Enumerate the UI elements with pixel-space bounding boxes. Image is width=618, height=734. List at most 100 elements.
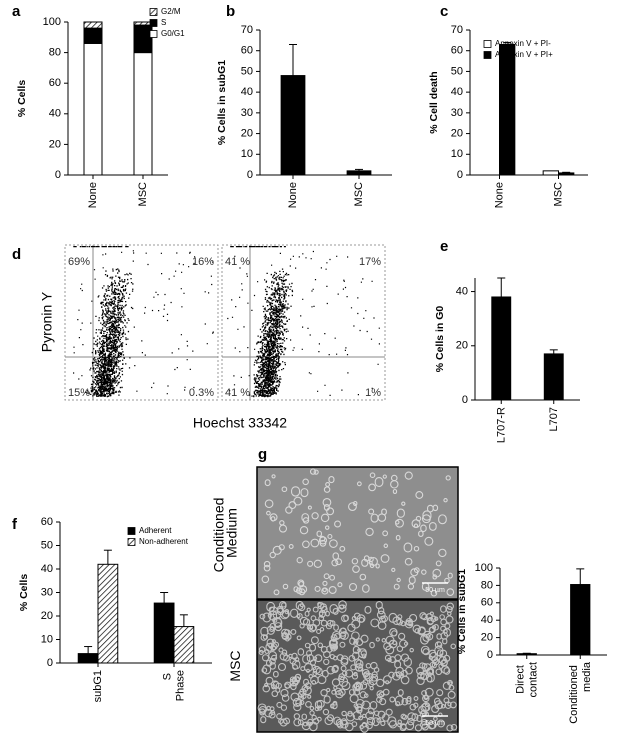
- bar: [173, 626, 195, 664]
- panel-label: f: [12, 516, 18, 533]
- y-tick-label: 40: [481, 614, 493, 626]
- x-tick-label: MSC: [353, 182, 365, 207]
- y-tick-label: 40: [49, 108, 61, 120]
- bar: [558, 172, 575, 176]
- y-tick-label: 50: [41, 539, 53, 551]
- y-axis-label: % Cells: [18, 574, 30, 612]
- bar: [83, 42, 103, 176]
- y-tick-label: 100: [475, 562, 493, 574]
- y-axis-label: % Cell death: [428, 71, 440, 133]
- legend-label: Annexin V + PI+: [495, 50, 553, 59]
- y-tick-label: 0: [457, 169, 463, 181]
- y-tick-label: 20: [456, 340, 468, 352]
- bar: [280, 75, 306, 176]
- scale-label: 50 µm: [425, 720, 445, 727]
- legend-swatch: [149, 30, 158, 38]
- y-tick-label: 50: [451, 65, 463, 77]
- y-tick-label: 100: [43, 16, 61, 28]
- bar: [97, 563, 119, 664]
- x-tick-label: S Phase: [161, 670, 186, 701]
- quadrant-label: 69%: [68, 256, 90, 268]
- x-tick-label: L707-R: [495, 407, 507, 443]
- bar: [542, 170, 559, 176]
- event-dots: [227, 246, 380, 398]
- y-tick-label: 10: [41, 633, 53, 645]
- quadrant-label: 1%: [365, 387, 381, 399]
- legend-label: S: [161, 18, 166, 27]
- quadrant-label: 41 %: [225, 387, 250, 399]
- legend-swatch: [483, 51, 492, 59]
- y-tick-label: 40: [451, 86, 463, 98]
- y-tick-label: 70: [451, 24, 463, 36]
- quadrant-label: 17%: [359, 256, 381, 268]
- y-tick-label: 0: [247, 169, 253, 181]
- quadrant-label: 0.3%: [189, 387, 214, 399]
- panel-label: e: [440, 238, 448, 255]
- legend-swatch: [483, 40, 492, 48]
- bar: [491, 296, 512, 401]
- plot-frame: [221, 244, 386, 401]
- bar: [133, 52, 153, 176]
- x-tick-label: Conditioned media: [568, 661, 593, 724]
- y-tick-label: 0: [47, 657, 53, 669]
- bar: [499, 44, 516, 176]
- panel-label: c: [440, 3, 448, 20]
- y-tick-label: 80: [481, 579, 493, 591]
- bar: [570, 584, 591, 656]
- bar: [543, 353, 564, 401]
- y-tick-label: 70: [241, 24, 253, 36]
- quadrant-label: 41 %: [225, 256, 250, 268]
- plot-frame: [64, 244, 219, 401]
- y-tick-label: 60: [41, 516, 53, 528]
- event-dots: [73, 246, 214, 398]
- bar: [83, 21, 103, 29]
- panel-label: d: [12, 246, 21, 263]
- y-tick-label: 50: [241, 65, 253, 77]
- x-tick-label: MSC: [137, 182, 149, 207]
- y-tick-label: 20: [481, 632, 493, 644]
- legend-label: G2/M: [161, 7, 181, 16]
- y-tick-label: 0: [462, 394, 468, 406]
- x-tick-label: None: [493, 182, 505, 208]
- y-axis-label: % Cells in G0: [434, 306, 446, 373]
- y-tick-label: 60: [451, 45, 463, 57]
- x-tick-label: subG1: [92, 670, 104, 702]
- y-tick-label: 60: [481, 597, 493, 609]
- bar: [346, 170, 372, 176]
- y-tick-label: 40: [41, 563, 53, 575]
- y-tick-label: 20: [451, 127, 463, 139]
- y-tick-label: 10: [451, 148, 463, 160]
- x-tick-label: None: [87, 182, 99, 208]
- x-axis-label: Hoechst 33342: [193, 415, 287, 431]
- bar: [133, 24, 153, 54]
- panel-label: a: [12, 3, 21, 20]
- x-tick-label: MSC: [552, 182, 564, 207]
- y-axis-label: % Cells in subG1: [456, 569, 468, 654]
- y-tick-label: 30: [241, 107, 253, 119]
- bar: [77, 653, 99, 664]
- y-tick-label: 60: [241, 45, 253, 57]
- y-axis-label: % Cells: [16, 80, 28, 118]
- legend-label: Annexin V + PI-: [495, 39, 551, 48]
- bar: [83, 27, 103, 44]
- legend-swatch: [149, 19, 158, 27]
- x-tick-label: L707: [548, 407, 560, 431]
- image-label: MSC: [227, 650, 243, 681]
- scale-label: 50 µm: [425, 587, 445, 594]
- legend-label: G0/G1: [161, 29, 185, 38]
- panel-label: g: [258, 446, 267, 463]
- y-tick-label: 20: [49, 138, 61, 150]
- y-axis-label: Pyronin Y: [39, 291, 55, 352]
- x-tick-label: Direct contact: [514, 662, 539, 697]
- bar: [516, 653, 537, 656]
- y-tick-label: 20: [241, 127, 253, 139]
- micrograph: [256, 466, 459, 600]
- legend-label: Adherent: [139, 526, 172, 535]
- x-tick-label: None: [287, 182, 299, 208]
- panel-label: b: [226, 3, 235, 20]
- legend-swatch: [149, 8, 158, 16]
- quadrant-label: 15%: [68, 387, 90, 399]
- bar: [133, 21, 153, 26]
- image-label: Conditioned Medium: [210, 494, 239, 573]
